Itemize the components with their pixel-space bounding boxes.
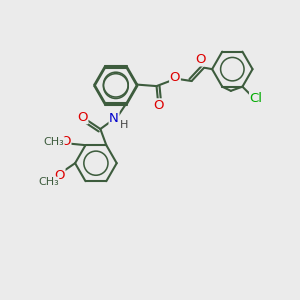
- Text: O: O: [153, 99, 163, 112]
- Text: H: H: [120, 120, 128, 130]
- Text: Cl: Cl: [250, 92, 262, 105]
- Text: CH₃: CH₃: [43, 137, 64, 147]
- Text: O: O: [54, 169, 65, 182]
- Text: O: O: [195, 53, 206, 66]
- Text: N: N: [109, 112, 119, 124]
- Text: O: O: [77, 111, 88, 124]
- Text: O: O: [170, 71, 180, 84]
- Text: O: O: [60, 135, 71, 148]
- Text: CH₃: CH₃: [38, 177, 59, 187]
